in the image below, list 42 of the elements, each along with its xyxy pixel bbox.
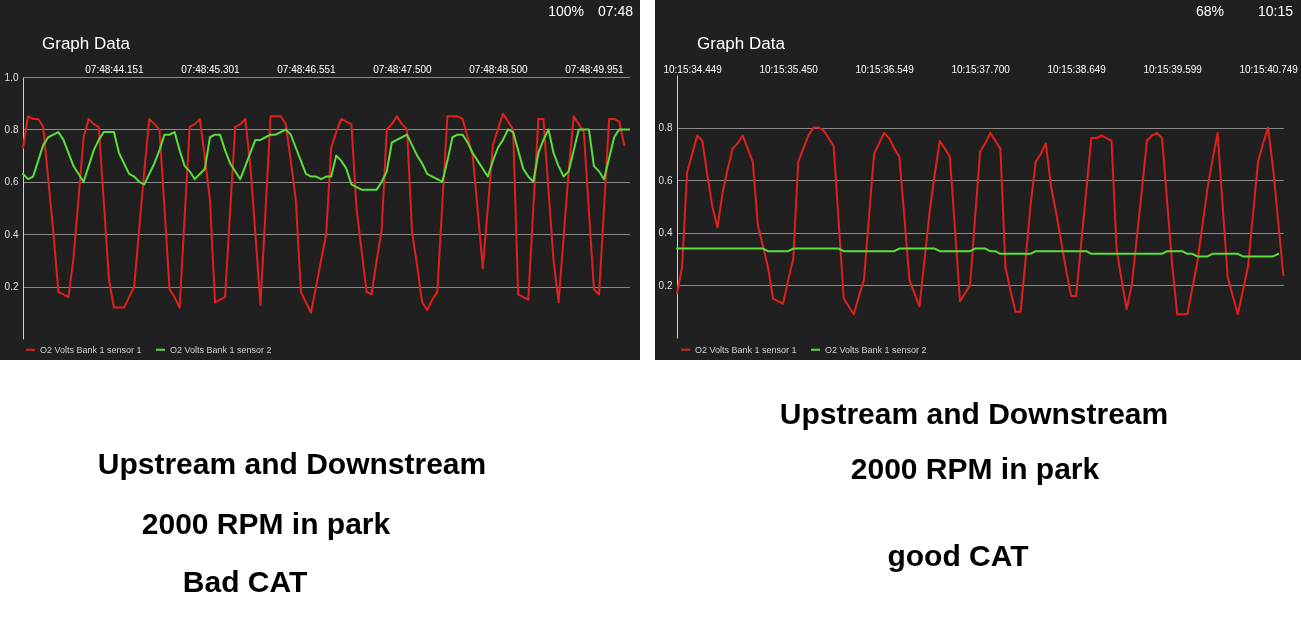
text: 10:15: [1257, 3, 1294, 19]
y-tick-label: 1.0: [4, 71, 19, 83]
text: 100%: [548, 3, 584, 19]
y-tick-label: 0.4: [4, 228, 19, 240]
x-tick-label: 07:48:47.500: [373, 63, 433, 75]
x-tick-label: 10:15:39.599: [1143, 63, 1203, 75]
y-tick-label: 0.6: [658, 174, 673, 186]
text: 68%: [1195, 3, 1224, 19]
x-tick-label: 10:15:34.449: [663, 63, 723, 75]
line-series: [676, 247, 1280, 258]
x-tick-label: 07:48:49.951: [565, 63, 625, 75]
x-tick-label: 10:15:35.450: [759, 63, 819, 75]
text: 2000 RPM in park: [850, 452, 1100, 485]
text: Bad CAT: [182, 565, 308, 598]
text: 07:48: [597, 3, 634, 19]
x-tick-label: 07:48:46.551: [277, 63, 337, 75]
y-tick-label: 0.8: [658, 122, 673, 134]
x-tick-label: 10:15:36.549: [855, 63, 915, 75]
y-tick-label: 0.2: [658, 279, 673, 291]
x-tick-label: 10:15:38.649: [1047, 63, 1107, 75]
chart-title: Graph Data: [42, 34, 131, 53]
legend-label: O2 Volts Bank 1 sensor 2: [825, 344, 927, 355]
x-tick-label: 07:48:45.301: [181, 63, 241, 75]
x-tick-label: 07:48:44.151: [85, 63, 145, 75]
x-tick-label: 10:15:40.749: [1239, 63, 1299, 75]
line-series: [676, 126, 1285, 316]
line-series: [22, 112, 626, 314]
text: Upstream and Downstream: [779, 397, 1169, 430]
y-tick-label: 0.6: [4, 176, 19, 188]
legend-label: O2 Volts Bank 1 sensor 1: [695, 344, 797, 355]
text: Upstream and Downstream: [97, 447, 487, 480]
legend-label: O2 Volts Bank 1 sensor 2: [170, 344, 272, 355]
y-tick-label: 0.4: [658, 227, 673, 239]
text: 2000 RPM in park: [141, 507, 391, 540]
x-tick-label: 07:48:48.500: [469, 63, 529, 75]
y-tick-label: 0.8: [4, 123, 19, 135]
chart-title: Graph Data: [697, 34, 786, 53]
line-series: [22, 128, 631, 191]
y-tick-label: 0.2: [4, 281, 19, 293]
text: good CAT: [887, 539, 1029, 572]
legend-label: O2 Volts Bank 1 sensor 1: [40, 344, 142, 355]
x-tick-label: 10:15:37.700: [951, 63, 1011, 75]
